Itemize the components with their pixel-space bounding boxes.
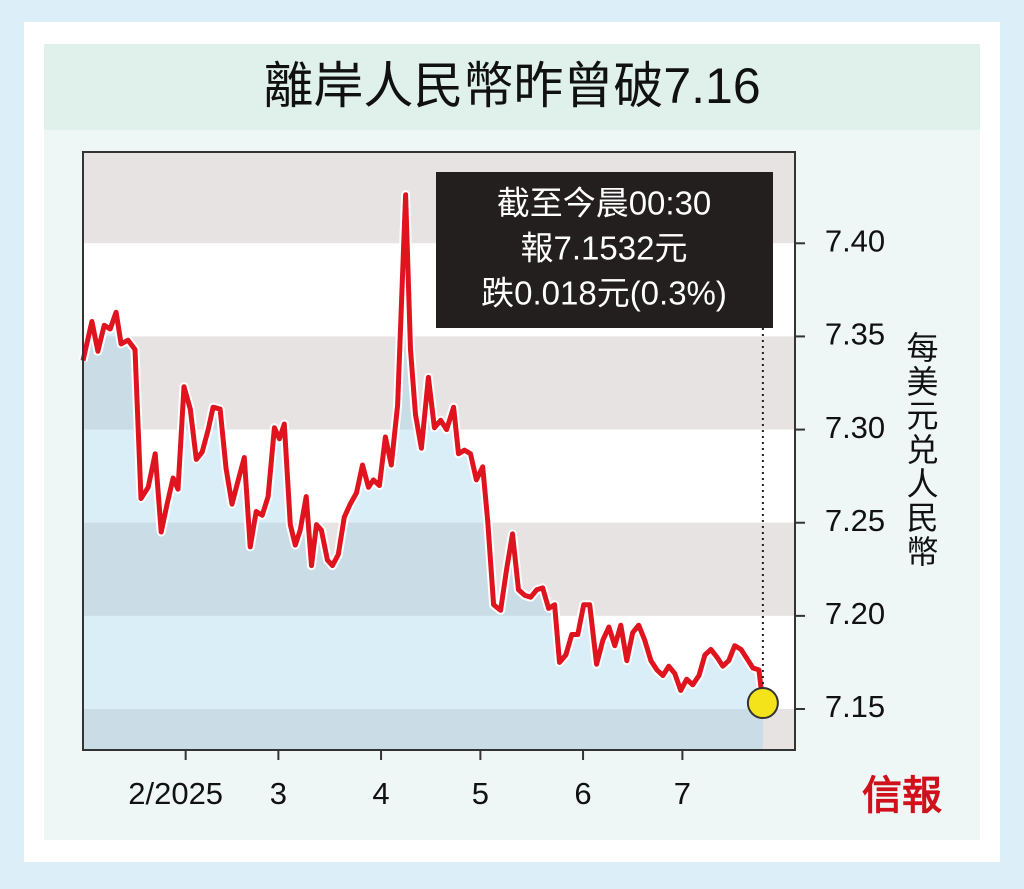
annotation-box xyxy=(436,172,773,328)
band xyxy=(83,336,795,430)
y-tick-label: 7.35 xyxy=(825,317,885,352)
x-tick-label: 7 xyxy=(674,776,691,811)
chart-title: 離岸人民幣昨曾破7.16 xyxy=(263,58,760,114)
title-band xyxy=(44,44,980,130)
annotation-text: 報7.1532元 xyxy=(521,230,688,267)
y-tick-label: 7.40 xyxy=(825,223,885,258)
x-tick-label: 4 xyxy=(372,776,389,811)
annotation-text: 跌0.018元(0.3%) xyxy=(481,275,727,312)
band xyxy=(83,522,795,616)
y-tick-label: 7.30 xyxy=(825,410,885,445)
plot-border xyxy=(82,151,796,751)
last-point xyxy=(746,687,779,720)
y-tick-label: 7.25 xyxy=(825,503,885,538)
x-tick-label: 6 xyxy=(574,776,591,811)
y-axis-label: 每美元兑人民幣 xyxy=(903,331,939,569)
plot: 7.40 7.35 7.30 7.25 7.20 7.15 2/2025 3 4 5 6 7 截至今晨0… xyxy=(78,151,885,811)
x-tick-label: 3 xyxy=(270,776,287,811)
x-tick-label: 5 xyxy=(472,776,489,811)
y-tick-label: 7.15 xyxy=(825,689,885,724)
band xyxy=(83,709,795,750)
y-tick-label: 7.20 xyxy=(825,596,885,631)
annotation-text: 截至今晨00:30 xyxy=(497,185,712,222)
x-tick-label: 2/2025 xyxy=(128,776,223,811)
source-logo: 信報 xyxy=(862,773,942,818)
band xyxy=(83,615,795,710)
line xyxy=(80,192,766,704)
area xyxy=(83,194,763,751)
